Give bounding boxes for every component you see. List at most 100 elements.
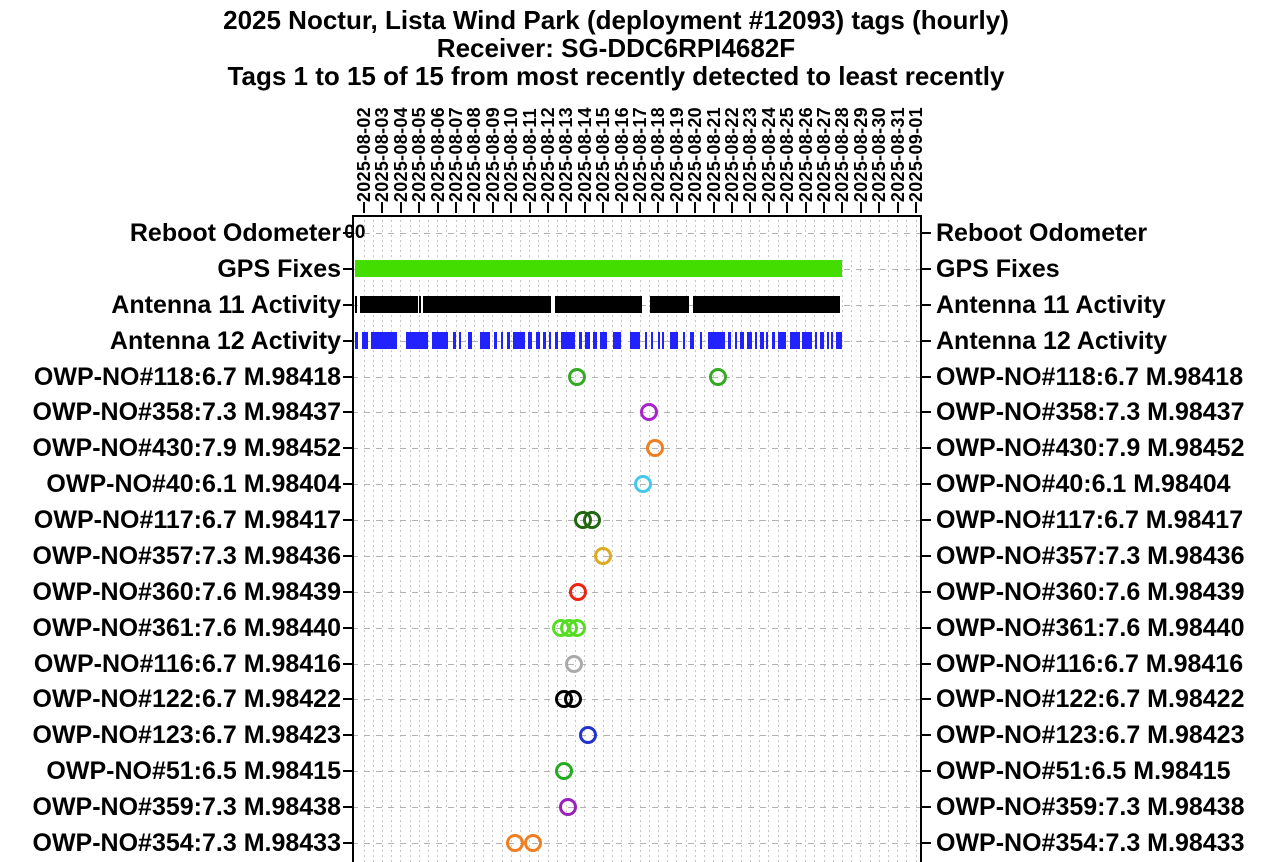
grid-line-vertical xyxy=(832,215,834,862)
row-label-left: OWP-NO#360:7.6 M.98439 xyxy=(32,577,341,606)
date-label: 2025-08-28 xyxy=(832,106,853,202)
row-tick-left xyxy=(343,841,352,844)
activity-bar-segment xyxy=(819,332,824,350)
row-label-right: OWP-NO#51:6.5 M.98415 xyxy=(936,757,1231,786)
grid-line-vertical xyxy=(556,215,558,862)
date-tick xyxy=(896,202,899,213)
grid-line-vertical xyxy=(860,215,862,862)
date-label: 2025-08-31 xyxy=(887,106,908,202)
row-tick-left xyxy=(343,375,352,378)
date-label: 2025-08-24 xyxy=(758,106,779,202)
row-tick-right xyxy=(922,303,931,306)
row-label-left: OWP-NO#123:6.7 M.98423 xyxy=(32,721,341,750)
activity-bar-segment xyxy=(493,332,498,350)
row-label-left: OWP-NO#354:7.3 M.98433 xyxy=(32,828,341,857)
activity-bar-segment xyxy=(739,332,745,350)
row-label-right: OWP-NO#122:6.7 M.98422 xyxy=(936,685,1245,714)
date-tick xyxy=(767,202,770,213)
chart-subtitle-receiver: Receiver: SG-DDC6RPI4682F xyxy=(436,33,796,63)
grid-line-vertical xyxy=(409,215,411,862)
date-label: 2025-08-18 xyxy=(648,106,669,202)
activity-bar-segment xyxy=(658,332,660,350)
date-tick xyxy=(491,202,494,213)
grid-line-vertical xyxy=(611,215,613,862)
grid-line-vertical xyxy=(575,215,577,862)
row-tick-right xyxy=(922,339,931,342)
date-label: 2025-08-14 xyxy=(574,106,595,202)
date-label: 2025-08-12 xyxy=(538,106,558,202)
grid-line-vertical xyxy=(602,215,604,862)
detection-marker xyxy=(634,475,653,494)
activity-bar-segment xyxy=(354,296,358,314)
activity-bar-segment xyxy=(528,332,532,350)
activity-bar-segment xyxy=(747,332,753,350)
row-tick-left xyxy=(343,734,352,737)
date-tick xyxy=(528,202,531,213)
date-label: 2025-08-05 xyxy=(409,106,430,202)
row-tick-left xyxy=(343,554,352,557)
date-tick xyxy=(694,202,697,213)
date-tick xyxy=(583,202,586,213)
date-label: 2025-08-19 xyxy=(666,106,687,202)
row-tick-right xyxy=(922,590,931,593)
row-gridline xyxy=(352,735,922,737)
grid-line-vertical xyxy=(777,215,779,862)
date-tick xyxy=(473,202,476,213)
activity-bar-segment xyxy=(554,332,559,350)
grid-line-vertical xyxy=(510,215,512,862)
date-tick xyxy=(823,202,825,213)
date-label: 2025-08-29 xyxy=(850,106,871,202)
left-row-labels: Reboot Odometer GPS Fixes Antenna 11 Activ… xyxy=(0,215,341,862)
activity-bar-segment xyxy=(728,332,732,350)
date-label: 2025-08-17 xyxy=(630,106,650,202)
detection-marker xyxy=(564,654,583,673)
row-gridline xyxy=(352,448,922,450)
row-tick-left xyxy=(343,662,352,665)
row-tick-left xyxy=(343,232,352,234)
date-tick xyxy=(878,202,881,213)
grid-line-vertical xyxy=(446,215,448,862)
row-label-left: Antenna 11 Activity xyxy=(111,290,341,319)
detection-marker xyxy=(568,582,587,601)
detection-marker xyxy=(524,833,543,852)
activity-bar-segment xyxy=(613,332,622,350)
activity-bar-segment xyxy=(459,332,462,350)
row-label-right: OWP-NO#116:6.7 M.98416 xyxy=(936,649,1244,678)
row-tick-right xyxy=(922,411,931,414)
row-tick-right xyxy=(922,554,931,557)
row-tick-left xyxy=(343,590,352,593)
date-tick xyxy=(620,202,623,213)
grid-line-vertical xyxy=(722,215,724,862)
grid-line-vertical xyxy=(621,215,623,862)
row-label-left: OWP-NO#51:6.5 M.98415 xyxy=(46,757,341,786)
row-gridline xyxy=(352,520,922,522)
activity-bar-segment xyxy=(662,332,664,350)
row-tick-right xyxy=(922,483,931,486)
activity-bar-segment xyxy=(578,332,582,350)
row-label-right: GPS Fixes xyxy=(936,254,1060,283)
date-tick xyxy=(859,202,862,213)
date-label: 2025-08-02 xyxy=(354,106,374,202)
date-tick xyxy=(841,202,844,213)
row-gridline xyxy=(352,807,922,809)
row-tick-right xyxy=(922,841,931,844)
chart-title: 2025 Noctur, Lista Wind Park (deployment… xyxy=(223,5,1009,35)
grid-line-vertical xyxy=(372,215,374,862)
activity-bar-segment xyxy=(406,332,428,350)
date-tick xyxy=(455,202,457,213)
grid-line-vertical xyxy=(869,215,871,862)
activity-bar-segment xyxy=(422,296,552,314)
grid-line-vertical xyxy=(795,215,797,862)
row-label-left: Reboot Odometer xyxy=(129,219,341,247)
row-label-right: Reboot Odometer xyxy=(936,219,1148,247)
row-label-right: OWP-NO#359:7.3 M.98438 xyxy=(936,793,1245,822)
grid-line-vertical xyxy=(906,215,908,862)
grid-line-vertical xyxy=(418,215,420,862)
date-label: 2025-08-30 xyxy=(869,106,890,202)
grid-line-vertical xyxy=(897,215,899,862)
grid-line-vertical xyxy=(878,215,880,862)
date-tick xyxy=(602,202,605,213)
row-label-right: OWP-NO#354:7.3 M.98433 xyxy=(936,828,1245,857)
date-label: 2025-08-23 xyxy=(740,106,761,202)
grid-line-vertical xyxy=(676,215,678,862)
